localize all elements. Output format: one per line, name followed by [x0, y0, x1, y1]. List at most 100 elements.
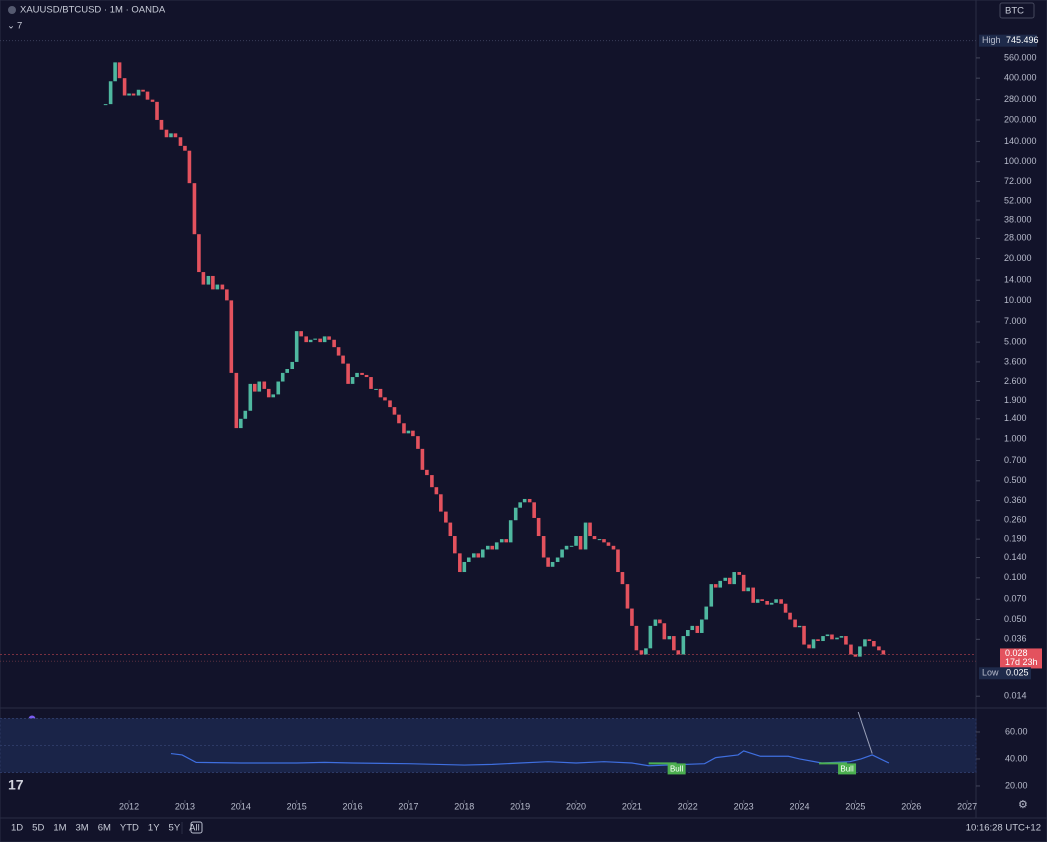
x-tick-label: 2023 [734, 801, 754, 811]
candle [476, 553, 481, 558]
candle [713, 584, 718, 588]
candle [760, 599, 764, 602]
x-tick-label: 2019 [510, 801, 530, 811]
bull-badge [838, 763, 857, 775]
range-button[interactable]: 3M [76, 823, 89, 834]
candle [779, 599, 783, 604]
bull-label: Bull [670, 765, 684, 774]
candle [755, 599, 760, 603]
range-button[interactable]: 1D [11, 823, 23, 834]
candle [318, 338, 322, 343]
x-tick-label: 2016 [343, 801, 363, 811]
candle [229, 300, 234, 373]
candle [411, 430, 415, 437]
candle [704, 606, 709, 620]
candle [592, 536, 597, 540]
x-tick-label: 2018 [454, 801, 474, 811]
candle [550, 561, 555, 567]
candle [872, 641, 876, 647]
candle [290, 361, 295, 370]
currency-label[interactable]: BTC [1005, 6, 1024, 17]
candle [453, 536, 457, 554]
candle [169, 133, 173, 138]
candle [374, 388, 378, 390]
candle [522, 498, 527, 503]
candle [648, 625, 653, 649]
candle [364, 374, 369, 378]
range-button[interactable]: 1M [53, 823, 66, 834]
y-tick-label: 14.000 [1004, 274, 1032, 284]
candle [466, 557, 471, 562]
currency-button[interactable] [999, 2, 1035, 19]
candle [830, 634, 834, 640]
high-value: 745.496 [1006, 35, 1039, 45]
indicator-count[interactable]: 7 [17, 21, 22, 32]
candle [527, 498, 532, 503]
date-range-icon[interactable] [190, 821, 203, 834]
candle [150, 99, 155, 102]
candle [616, 549, 620, 573]
y-tick-label: 0.360 [1004, 495, 1027, 505]
candle [211, 275, 215, 290]
range-button[interactable]: YTD [120, 823, 139, 834]
candle [234, 372, 239, 429]
candle [192, 183, 197, 235]
x-tick-label: 2013 [175, 801, 195, 811]
x-tick-label: 2025 [845, 801, 865, 811]
candle [103, 104, 108, 106]
range-button[interactable]: 5D [32, 823, 44, 834]
candle [802, 625, 806, 645]
candle [741, 574, 746, 592]
candle [197, 234, 201, 273]
candle [853, 654, 858, 657]
candle [145, 91, 150, 100]
candle [462, 561, 467, 573]
candle [690, 625, 695, 631]
range-button[interactable]: 1Y [148, 823, 160, 834]
candle [308, 339, 313, 343]
candle [183, 145, 187, 151]
y-tick-label: 0.140 [1004, 552, 1027, 562]
candle [173, 133, 178, 138]
candle [727, 577, 732, 585]
x-tick-label: 2020 [566, 801, 586, 811]
range-button[interactable]: 5Y [169, 823, 181, 834]
range-button[interactable]: All [189, 823, 200, 834]
y-tick-label: 0.100 [1004, 572, 1027, 582]
candle [122, 78, 127, 96]
candle [248, 383, 253, 411]
x-tick-label: 2015 [287, 801, 307, 811]
y-tick-label: 1.000 [1004, 433, 1027, 443]
candle [611, 545, 616, 550]
candle [383, 397, 387, 401]
candle [355, 372, 359, 378]
symbol-title[interactable]: XAUUSD/BTCUSD · 1M · OANDA [20, 5, 166, 16]
candle [788, 612, 792, 620]
countdown: 17d 23h [1005, 657, 1038, 667]
y-tick-label: 200.000 [1004, 114, 1037, 124]
rsi-line [170, 750, 890, 767]
candle [402, 423, 406, 434]
y-tick-label: 0.260 [1004, 515, 1027, 525]
candle [113, 62, 117, 82]
candle [332, 339, 336, 348]
candle [681, 636, 686, 655]
candle [280, 372, 285, 382]
candle [141, 89, 145, 92]
candle [518, 502, 522, 508]
candle [751, 587, 755, 603]
clock[interactable]: 10:16:28 UTC+12 [966, 823, 1041, 834]
last-badge [1000, 648, 1042, 669]
indicator-toggle[interactable]: ⌄ [7, 21, 15, 32]
candle [430, 475, 434, 488]
candle [108, 81, 113, 105]
range-button[interactable]: 6M [98, 823, 111, 834]
settings-icon[interactable]: ⚙ [1018, 799, 1028, 811]
candle [821, 636, 825, 642]
candle [215, 284, 220, 290]
candle [131, 93, 136, 96]
candle [220, 284, 225, 290]
x-tick-label: 2022 [678, 801, 698, 811]
candle [425, 469, 429, 476]
